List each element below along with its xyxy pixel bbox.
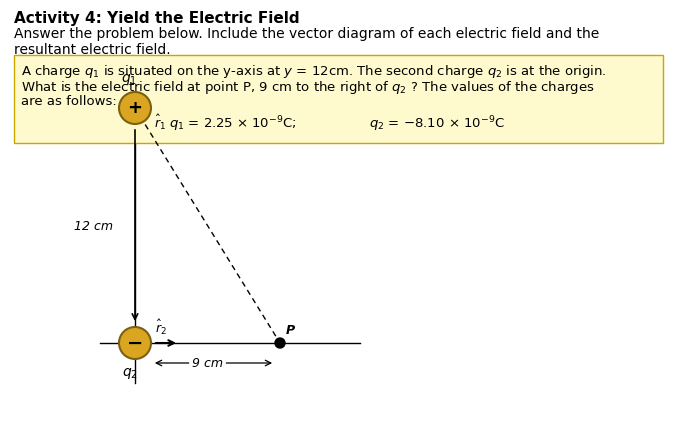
Text: What is the electric field at point P, 9 cm to the right of $q_2$ ? The values o: What is the electric field at point P, 9… [21, 79, 594, 96]
Circle shape [119, 327, 151, 359]
Circle shape [119, 93, 151, 125]
Text: resultant electric field.: resultant electric field. [14, 43, 171, 57]
FancyBboxPatch shape [14, 56, 663, 144]
Text: 9 cm: 9 cm [192, 357, 223, 370]
Text: $q_2$ = −8.10 × 10$^{-9}$C: $q_2$ = −8.10 × 10$^{-9}$C [369, 114, 505, 133]
Text: $q_1$ = 2.25 × 10$^{-9}$C;: $q_1$ = 2.25 × 10$^{-9}$C; [169, 114, 297, 133]
Text: Activity 4: Yield the Electric Field: Activity 4: Yield the Electric Field [14, 11, 300, 26]
Text: $\hat{r}_1$: $\hat{r}_1$ [154, 113, 166, 132]
Circle shape [275, 338, 285, 348]
Text: Answer the problem below. Include the vector diagram of each electric field and : Answer the problem below. Include the ve… [14, 27, 599, 41]
Text: A charge $q_1$ is situated on the y-axis at $y$ = 12cm. The second charge $q_2$ : A charge $q_1$ is situated on the y-axis… [21, 63, 607, 80]
Text: $q_1$: $q_1$ [121, 72, 137, 87]
Text: 12 cm: 12 cm [74, 219, 113, 233]
Text: P: P [286, 323, 295, 336]
Text: −: − [127, 333, 144, 352]
Text: +: + [127, 99, 142, 117]
Text: $q_2$: $q_2$ [122, 365, 138, 380]
Text: $\hat{r}_2$: $\hat{r}_2$ [155, 317, 167, 336]
Text: are as follows:: are as follows: [21, 95, 116, 108]
